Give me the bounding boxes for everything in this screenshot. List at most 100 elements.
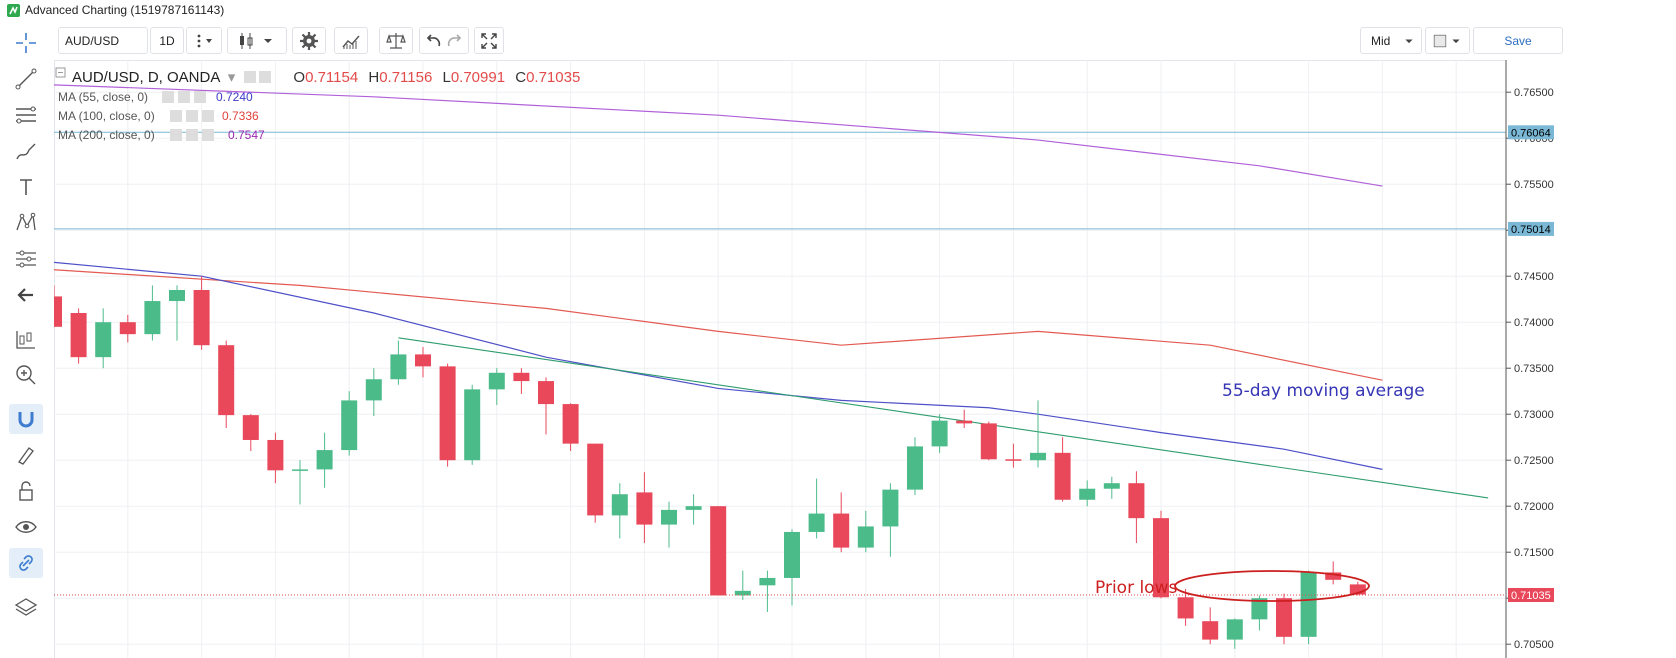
candle[interactable] xyxy=(1005,443,1022,468)
candle[interactable] xyxy=(1300,570,1317,645)
candle[interactable] xyxy=(316,432,333,488)
stay-in-drawing-mode-icon[interactable] xyxy=(9,440,43,470)
candle[interactable] xyxy=(759,570,776,612)
chart-style-button[interactable] xyxy=(227,27,287,54)
candle[interactable] xyxy=(1226,618,1243,649)
candle-body xyxy=(341,400,358,451)
candle[interactable] xyxy=(587,443,604,523)
interval-button[interactable]: 1D xyxy=(150,27,184,54)
symbol-search-input[interactable]: AUD/USD xyxy=(58,27,148,54)
candle[interactable] xyxy=(611,483,628,539)
candle[interactable] xyxy=(439,363,456,467)
chart-layout-select[interactable] xyxy=(1425,27,1470,54)
eye-icon[interactable] xyxy=(9,512,43,542)
candle[interactable] xyxy=(54,285,62,327)
undo-icon[interactable] xyxy=(422,30,444,52)
candle[interactable] xyxy=(390,340,407,385)
candle[interactable] xyxy=(636,472,653,543)
trend-line-icon[interactable] xyxy=(9,64,43,94)
candle-body xyxy=(95,322,112,358)
collapse-legend-icon[interactable] xyxy=(55,67,66,78)
candle[interactable] xyxy=(365,368,382,417)
candle[interactable] xyxy=(488,368,505,405)
legend-symbol[interactable]: AUD/USD, D, OANDA xyxy=(72,69,220,86)
candle[interactable] xyxy=(341,391,358,456)
legend-eye-icon[interactable] xyxy=(259,71,271,83)
prior-lows-annotation[interactable]: Prior lows xyxy=(1095,578,1177,598)
candle[interactable] xyxy=(931,414,948,453)
prior-lows-ellipse[interactable] xyxy=(1174,570,1370,602)
candle[interactable] xyxy=(1325,561,1342,585)
save-button[interactable]: Save xyxy=(1473,27,1563,54)
settings-button[interactable] xyxy=(292,27,326,54)
candle[interactable] xyxy=(242,414,259,451)
chart-pane[interactable]: 55-day moving average Prior lows 0.76500… xyxy=(54,60,1676,658)
measure-icon[interactable] xyxy=(9,244,43,274)
ma100-line[interactable] xyxy=(54,269,1383,381)
long-position-icon[interactable] xyxy=(9,324,43,354)
candle[interactable] xyxy=(956,409,973,428)
indicators-button[interactable] xyxy=(334,27,368,54)
candle[interactable] xyxy=(907,437,923,496)
link-icon[interactable] xyxy=(9,548,43,578)
candle[interactable] xyxy=(1079,480,1096,507)
zoom-in-icon[interactable] xyxy=(9,360,43,390)
back-arrow-icon[interactable] xyxy=(9,280,43,310)
interval-more-button[interactable] xyxy=(186,27,222,54)
candle[interactable] xyxy=(1103,476,1120,499)
candle[interactable] xyxy=(169,285,185,341)
brush-icon[interactable] xyxy=(9,136,43,166)
candle[interactable] xyxy=(562,403,579,451)
ma100-legend-label[interactable]: MA (100, close, 0) xyxy=(58,109,155,123)
legend-dropdown-icon[interactable]: ▾ xyxy=(228,69,236,86)
candle[interactable] xyxy=(833,492,850,553)
candle[interactable] xyxy=(95,308,112,369)
candle[interactable] xyxy=(218,340,235,428)
pattern-icon[interactable] xyxy=(9,208,43,238)
lock-icon[interactable] xyxy=(9,476,43,506)
candle[interactable] xyxy=(882,483,899,557)
candle[interactable] xyxy=(808,478,825,539)
trend-line[interactable] xyxy=(398,337,1489,499)
candle[interactable] xyxy=(538,377,554,435)
candle[interactable] xyxy=(1054,437,1071,502)
candle[interactable] xyxy=(661,501,677,548)
compare-button[interactable] xyxy=(379,27,413,54)
ma55-line[interactable] xyxy=(54,261,1383,470)
candle[interactable] xyxy=(119,314,136,343)
candle[interactable] xyxy=(144,285,161,341)
candle[interactable] xyxy=(734,570,751,601)
candle[interactable] xyxy=(980,421,997,461)
candle[interactable] xyxy=(710,506,727,596)
candle[interactable] xyxy=(513,368,530,394)
redo-icon[interactable] xyxy=(444,30,466,52)
ma55-legend-label[interactable]: MA (55, close, 0) xyxy=(58,90,148,104)
candle[interactable] xyxy=(1202,607,1219,645)
ma200-legend-label[interactable]: MA (200, close, 0) xyxy=(58,128,155,142)
candle[interactable] xyxy=(415,347,431,378)
candle[interactable] xyxy=(784,529,800,606)
ma200-line[interactable] xyxy=(54,84,1383,187)
candle[interactable] xyxy=(70,308,87,364)
candle[interactable] xyxy=(1153,510,1169,599)
crosshair-icon[interactable] xyxy=(9,28,43,58)
layers-icon[interactable] xyxy=(9,592,43,622)
candle[interactable] xyxy=(857,510,874,553)
candle[interactable] xyxy=(1276,593,1292,645)
legend-settings-icon[interactable] xyxy=(244,71,256,83)
magnet-icon[interactable] xyxy=(9,404,43,434)
candle[interactable] xyxy=(267,432,284,484)
candle[interactable] xyxy=(685,494,702,525)
legend-o-label: O xyxy=(293,69,305,86)
text-icon[interactable] xyxy=(9,172,43,202)
candle[interactable] xyxy=(1030,400,1046,468)
candle[interactable] xyxy=(1128,471,1145,543)
ma-legend-buttons[interactable] xyxy=(162,91,214,141)
candle[interactable] xyxy=(464,384,481,465)
fib-lines-icon[interactable] xyxy=(9,100,43,130)
fullscreen-button[interactable] xyxy=(474,27,504,54)
ma55-annotation[interactable]: 55-day moving average xyxy=(1222,381,1425,401)
candle[interactable] xyxy=(292,460,308,505)
price-mode-select[interactable]: Mid xyxy=(1360,27,1422,54)
candle[interactable] xyxy=(193,276,210,350)
